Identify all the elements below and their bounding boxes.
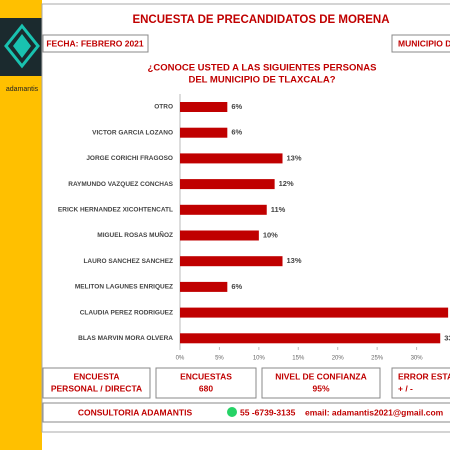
x-tick-label: 15% [292,356,305,362]
value-label: 12% [279,179,294,188]
x-tick-label: 5% [215,356,224,362]
title: ENCUESTA DE PRECANDIDATOS DE MORENA [132,14,389,26]
x-tick-label: 25% [371,356,384,362]
date: FECHA: FEBRERO 2021 [46,38,144,48]
x-tick-label: 30% [411,356,424,362]
frame [41,3,450,433]
bar [180,179,275,190]
value-label: 13% [287,256,302,265]
value-label: 6% [231,128,242,137]
value-label: 10% [263,230,278,239]
y-tick-label: ERICK HERNANDEZ XICOHTENCATL [58,207,173,214]
bar [180,204,267,215]
value-label: 33% [444,333,450,342]
info-text: 680 [199,383,213,393]
phone-icon [227,407,237,417]
x-tick-label: 10% [253,356,266,362]
y-tick-label: RAYMUNDO VAZQUEZ CONCHAS [68,181,173,188]
bar [180,153,283,164]
x-tick-label: 20% [332,356,345,362]
date-box [42,34,149,53]
logo-icon [4,23,40,69]
bar [180,281,228,292]
email: email: adamantis2021@gmail.com [305,407,444,417]
info-box [42,367,151,399]
municipio-box [391,34,450,53]
info-text: 95% [312,383,329,393]
y-tick-label: LAURO SANCHEZ SANCHEZ [83,258,173,265]
info-text: ENCUESTAS [180,371,232,381]
footer-box [42,402,450,423]
value-label: 11% [271,205,286,214]
bar [180,256,283,267]
chart-title: ¿CONOCE USTED A LAS SIGUIENTES PERSONAS [148,63,377,74]
info-box [391,367,450,399]
y-tick-label: JORGE CORICHI FRAGOSO [86,155,173,162]
y-tick-label: OTRO [154,104,173,111]
value-label: 6% [231,102,242,111]
brand: adamantis [6,86,39,93]
info-box [261,367,381,399]
info-text: + / - [398,383,413,393]
y-tick-label: MIGUEL ROSAS MUÑOZ [97,230,173,239]
company: CONSULTORIA ADAMANTIS [78,407,193,417]
value-label: 13% [287,153,302,162]
municipio: MUNICIPIO DE TLAXCALA [398,38,450,48]
bar [180,102,228,112]
value-label: 6% [231,282,242,291]
y-tick-label: VICTOR GARCIA LOZANO [92,129,173,136]
info-text: ENCUESTA [73,371,119,381]
info-text: NIVEL DE CONFIANZA [275,371,366,381]
info-text: PERSONAL / DIRECTA [51,383,142,393]
bar [180,307,449,318]
chart-title: DEL MUNICIPIO DE TLAXCALA? [188,75,335,86]
x-tick-label: 0% [176,356,185,362]
bar [180,230,259,241]
logo-icon [13,34,31,58]
phone: 55 -6739-3135 [240,407,296,417]
info-box [155,367,257,399]
y-tick-label: BLAS MARVIN MORA OLVERA [78,335,173,342]
info-text: ERROR ESTADISTICO [398,371,450,381]
y-tick-label: CLAUDIA PEREZ RODRIGUEZ [80,309,173,316]
y-tick-label: MELITON LAGUNES ENRIQUEZ [75,284,173,291]
bar [180,333,441,344]
bar [180,127,228,138]
